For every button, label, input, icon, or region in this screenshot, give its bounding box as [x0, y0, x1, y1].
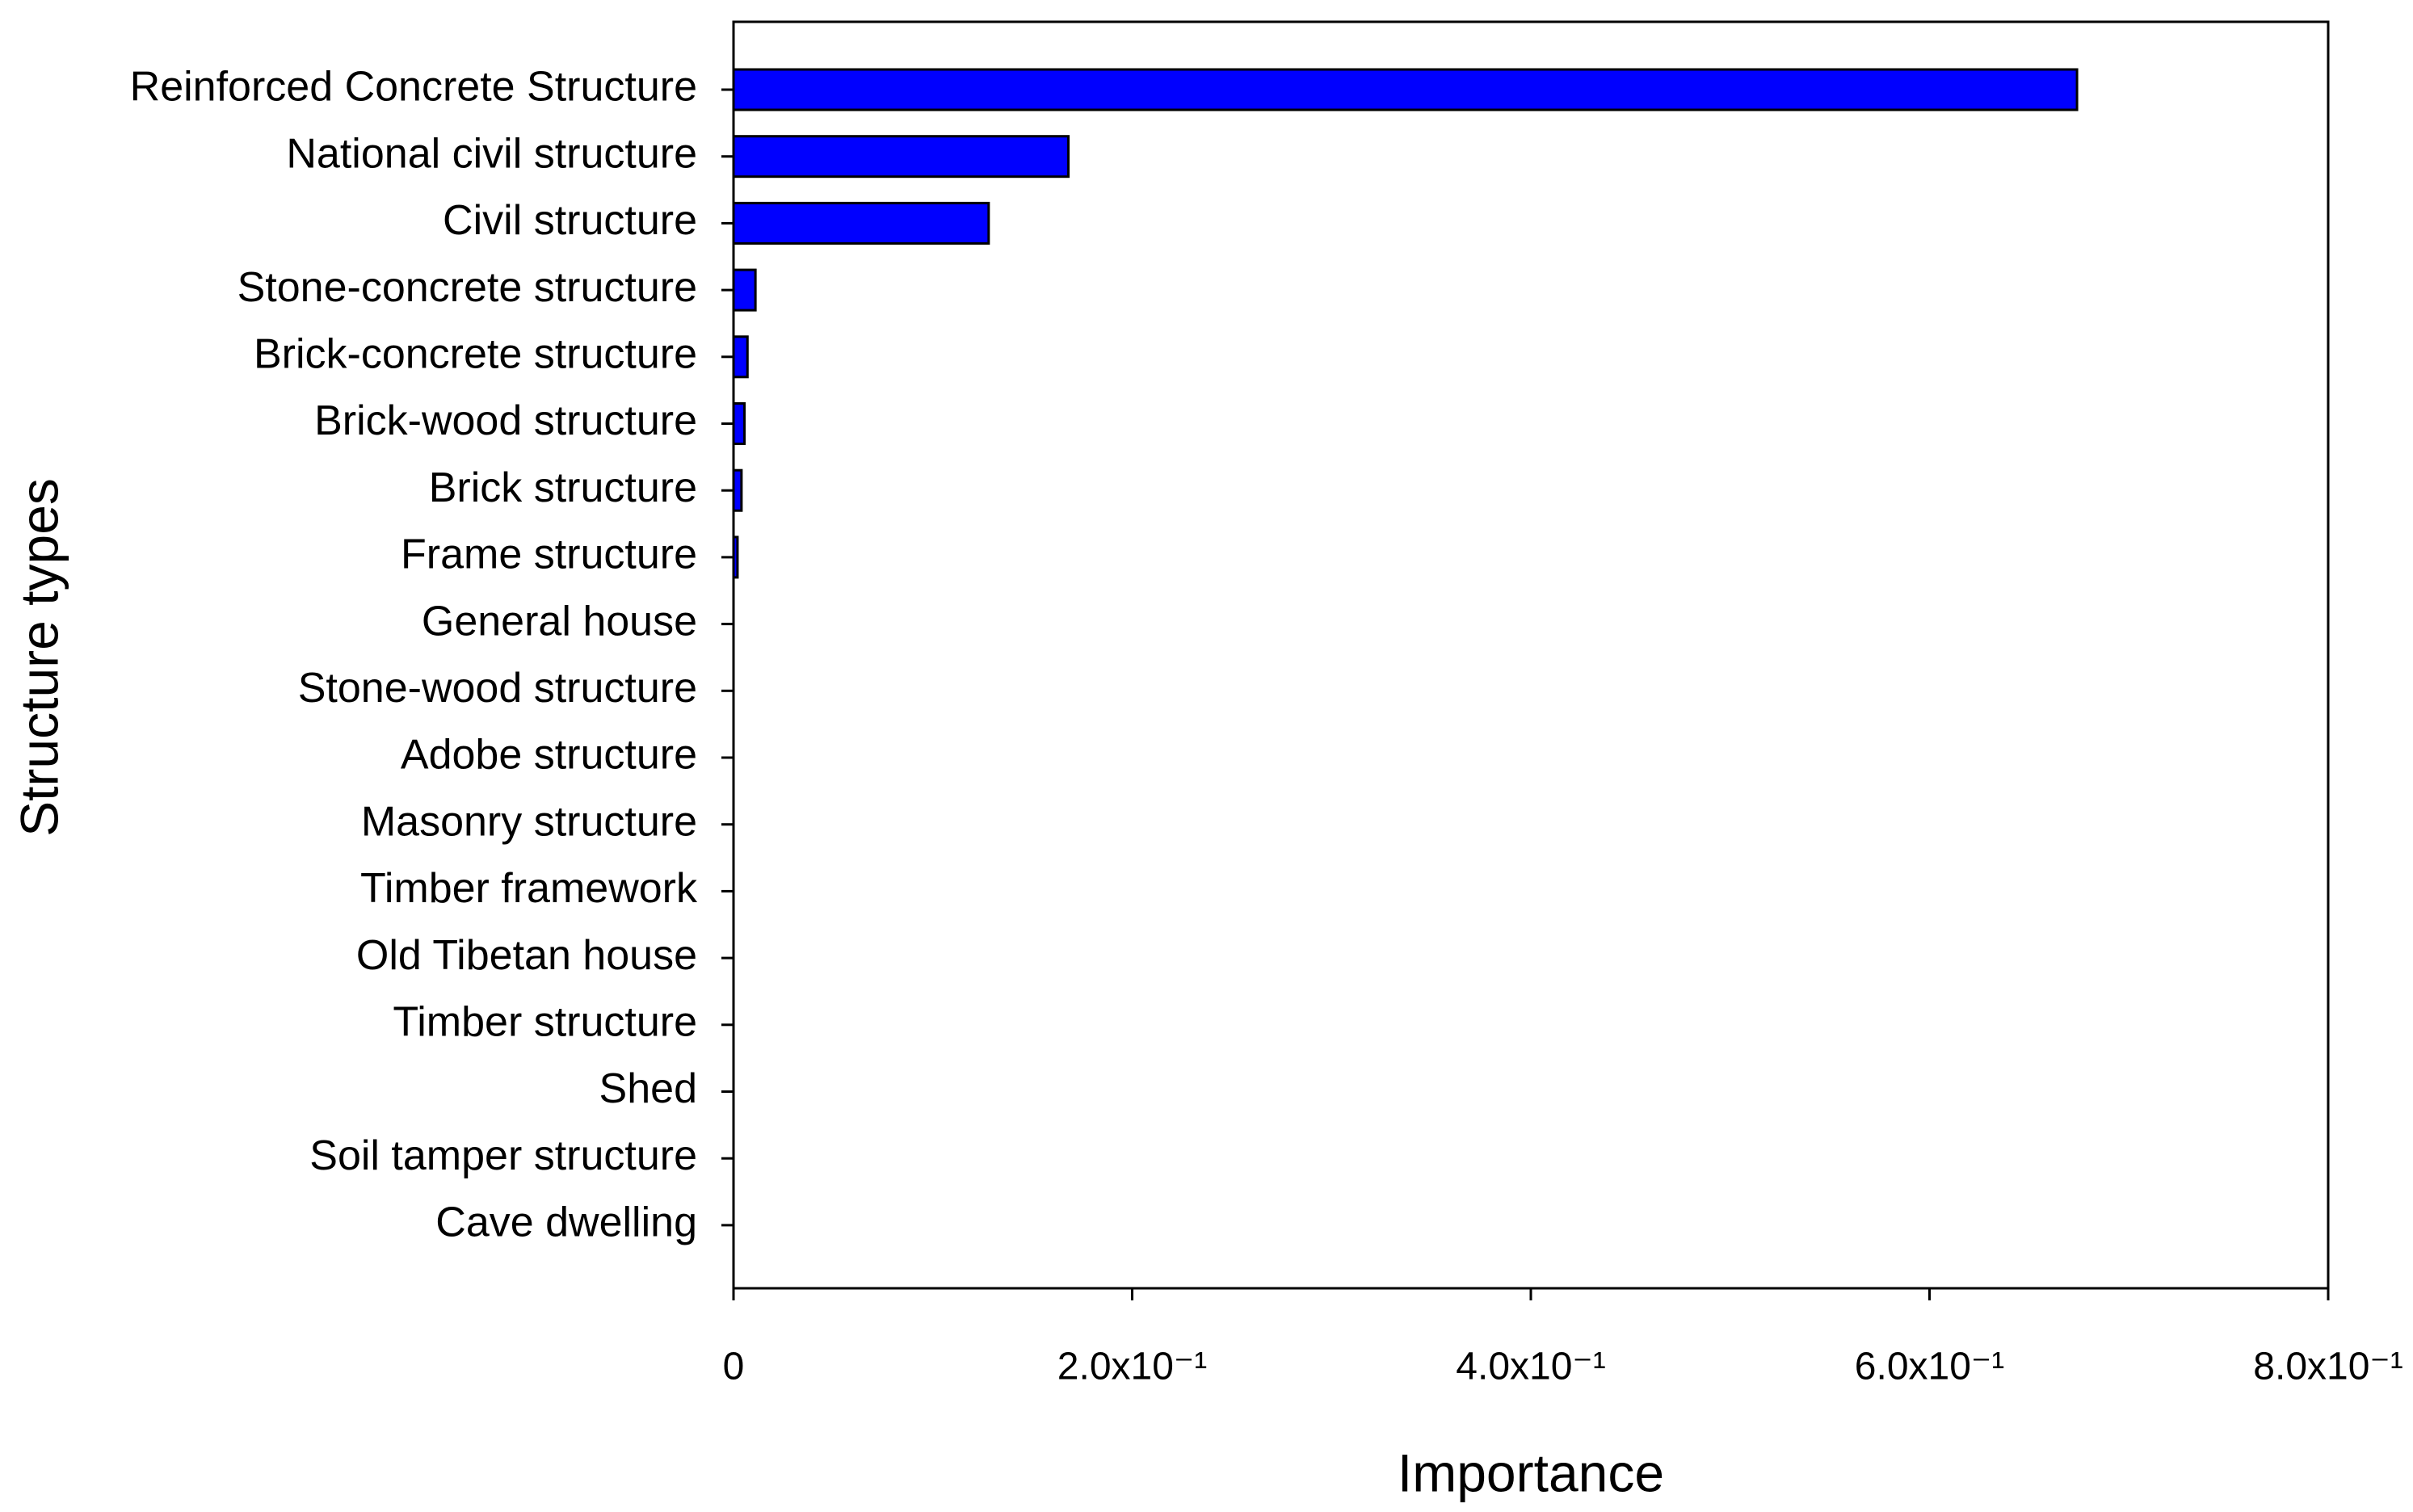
x-tick-label: 6.0x10⁻¹	[1855, 1346, 2004, 1388]
y-tick-label: Civil structure	[443, 197, 697, 244]
x-tick-label: 2.0x10⁻¹	[1057, 1346, 1207, 1388]
y-tick-label: General house	[422, 598, 697, 645]
bar	[732, 201, 990, 245]
y-axis-title: Structure types	[9, 478, 69, 837]
y-tick-label: Old Tibetan house	[356, 932, 697, 979]
y-tick-label: Timber framework	[360, 865, 698, 912]
x-axis-title: Importance	[1398, 1443, 1664, 1502]
y-tick-label: Brick structure	[429, 464, 697, 511]
bar	[732, 335, 749, 379]
bar	[732, 468, 743, 512]
y-tick-label: Brick-wood structure	[314, 397, 697, 444]
y-tick-label: Adobe structure	[401, 732, 697, 779]
y-tick-label: Reinforced Concrete Structure	[130, 64, 697, 111]
y-tick-label: Timber structure	[393, 999, 697, 1046]
y-tick-label: Shed	[599, 1065, 697, 1112]
y-tick-label: Soil tamper structure	[309, 1132, 697, 1179]
y-tick-label: Cave dwelling	[435, 1199, 697, 1246]
y-tick-label: Brick-concrete structure	[254, 331, 697, 378]
bar	[732, 536, 739, 579]
x-tick-label: 8.0x10⁻¹	[2253, 1346, 2402, 1388]
y-tick-label: Stone-concrete structure	[238, 264, 697, 311]
bar	[732, 402, 746, 445]
bar	[732, 68, 2079, 111]
x-tick-label: 4.0x10⁻¹	[1456, 1346, 1605, 1388]
bar	[732, 135, 1070, 178]
y-tick-label: National civil structure	[286, 130, 697, 177]
y-tick-label: Frame structure	[401, 531, 697, 578]
y-tick-label: Stone-wood structure	[298, 665, 697, 712]
y-tick-label: Masonry structure	[361, 798, 697, 845]
bar	[732, 268, 757, 312]
x-tick-label: 0	[723, 1346, 745, 1388]
